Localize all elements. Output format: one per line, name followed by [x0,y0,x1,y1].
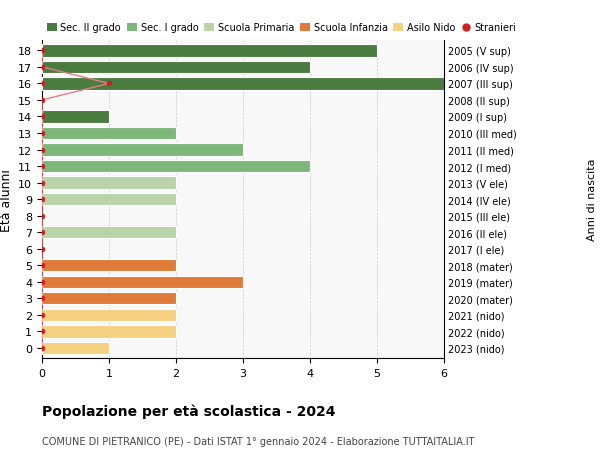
Bar [42,128,176,140]
Legend: Sec. II grado, Sec. I grado, Scuola Primaria, Scuola Infanzia, Asilo Nido, Stran: Sec. II grado, Sec. I grado, Scuola Prim… [47,23,517,34]
Bar [42,177,176,190]
Bar [42,342,109,354]
Text: Anni di nascita: Anni di nascita [587,158,597,241]
Text: COMUNE DI PIETRANICO (PE) - Dati ISTAT 1° gennaio 2024 - Elaborazione TUTTAITALI: COMUNE DI PIETRANICO (PE) - Dati ISTAT 1… [42,436,475,446]
Bar [42,292,176,305]
Y-axis label: Ètà alunni: Ètà alunni [0,168,13,231]
Text: Popolazione per età scolastica - 2024: Popolazione per età scolastica - 2024 [42,404,335,419]
Bar [42,325,176,338]
Bar [42,78,444,90]
Bar [42,62,310,74]
Bar [42,194,176,206]
Bar [42,226,176,239]
Bar [42,161,310,173]
Bar [42,309,176,321]
Bar [42,144,243,157]
Bar [42,111,109,123]
Bar [42,45,377,57]
Bar [42,259,176,272]
Bar [42,276,243,288]
